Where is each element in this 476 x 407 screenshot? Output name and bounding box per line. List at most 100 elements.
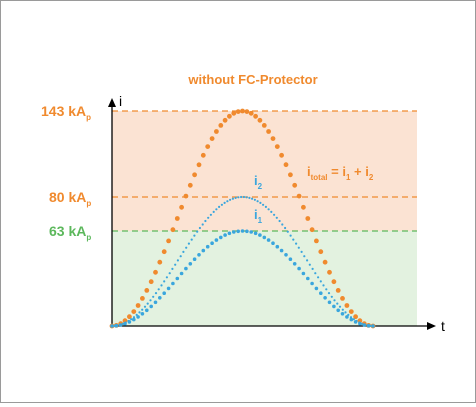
i2-curve-dot [237, 196, 240, 199]
itotal-curve-dot [200, 152, 206, 158]
i2-curve-dot [218, 205, 221, 208]
itotal-curve-dot [301, 204, 306, 210]
itotal-curve-dot [335, 288, 341, 293]
i2-curve-dot [149, 299, 152, 302]
i2-curve-dot [209, 213, 212, 216]
i2-curve-dot [322, 284, 325, 287]
i2-curve-dot [146, 302, 149, 305]
i2-curve-dot [278, 219, 281, 223]
i1-curve-dot [306, 276, 310, 281]
i1-curve-dot [201, 248, 206, 253]
itotal-curve-dot [179, 204, 185, 210]
itotal-curve-dot [166, 238, 172, 244]
i2-curve-dot [284, 226, 287, 230]
i1-curve-dot [249, 230, 253, 234]
itotal-curve-dot [331, 279, 337, 285]
i2-curve-dot [157, 288, 160, 291]
i1-curve-dot [258, 233, 262, 237]
i2-curve-dot [179, 255, 182, 258]
i1-curve-dot [114, 323, 119, 328]
label-itotal: itotal = i1 + i2 [307, 164, 374, 182]
i1-curve-dot [288, 257, 293, 262]
i2-curve-dot [264, 205, 267, 208]
itotal-curve-dot [170, 227, 176, 233]
i2-curve-dot [242, 195, 245, 199]
i2-curve-dot [152, 295, 155, 298]
i1-curve-dot [166, 286, 171, 291]
itotal-curve-dot [222, 117, 228, 123]
i2-curve-dot [138, 311, 141, 314]
i2-curve-dot [297, 246, 300, 249]
i2-curve-dot [204, 219, 207, 223]
i2-curve-dot [245, 196, 248, 199]
i1-curve-dot [188, 262, 193, 266]
i2-curve-dot [248, 196, 251, 199]
i2-curve-dot [223, 201, 226, 204]
itotal-curve-dot [353, 314, 358, 320]
itotal-curve-dot [235, 109, 241, 114]
i2-curve-dot [325, 288, 328, 291]
itotal-curve-dot [296, 193, 302, 199]
i2-curve-dot [190, 238, 193, 241]
i2-curve-dot [295, 242, 298, 245]
i2-curve-dot [336, 302, 339, 305]
i1-curve-dot [227, 231, 232, 236]
i2-curve-dot [273, 213, 276, 216]
i2-curve-dot [270, 210, 273, 213]
i1-curve-dot [236, 229, 240, 234]
i2-curve-dot [344, 311, 347, 314]
itotal-curve-dot [187, 182, 193, 188]
i2-curve-dot [352, 318, 355, 321]
i2-curve-dot [141, 308, 144, 311]
i1-curve-dot [284, 253, 288, 257]
itotal-curve-dot [292, 182, 298, 188]
i2-curve-dot [314, 272, 317, 275]
itotal-curve-dot [153, 269, 158, 275]
i1-curve-dot [271, 241, 275, 245]
i1-curve-dot [362, 323, 367, 327]
i1-curve-dot [123, 321, 127, 326]
itotal-curve-dot [126, 314, 132, 320]
i2-curve-dot [317, 276, 320, 279]
i1-curve-dot [210, 241, 214, 245]
itotal-curve-dot [340, 296, 345, 301]
itotal-curve-dot [253, 113, 258, 119]
i1-curve-dot [162, 291, 166, 296]
i2-curve-dot [171, 267, 174, 270]
i1-curve-dot [171, 281, 175, 286]
itotal-curve-dot [274, 144, 280, 150]
i1-curve-dot [332, 304, 336, 309]
itotal-curve-dot [157, 259, 163, 265]
itotal-curve-dot [344, 303, 350, 308]
i2-curve-dot [338, 305, 342, 308]
i1-curve-dot [232, 230, 236, 234]
i1-curve-dot [223, 233, 227, 237]
itotal-curve-dot [270, 136, 276, 142]
i1-curve-dot [149, 304, 153, 309]
orange-zone [112, 111, 417, 231]
i1-curve-dot [132, 317, 136, 322]
itotal-curve-dot [288, 172, 293, 178]
i2-curve-dot [330, 295, 333, 298]
i1-curve-dot [366, 323, 371, 328]
i1-curve-dot [184, 266, 188, 271]
i1-curve-dot [319, 291, 323, 296]
itotal-curve-dot [248, 110, 254, 116]
i2-curve-dot [308, 263, 311, 266]
i1-curve-dot [301, 271, 306, 276]
itotal-curve-dot [205, 144, 211, 150]
i2-curve-dot [130, 318, 133, 321]
i2-curve-dot [256, 200, 259, 203]
i1-curve-dot [345, 315, 349, 319]
itotal-curve-dot [322, 259, 328, 265]
i2-curve-dot [251, 197, 254, 200]
i1-curve-dot [310, 281, 314, 286]
i1-curve-dot [245, 229, 249, 234]
i2-curve-dot [306, 259, 309, 262]
y-axis-arrow [108, 98, 116, 107]
i2-curve-dot [163, 280, 166, 283]
itotal-curve-dot [144, 288, 150, 293]
level-label-80: 80 kAp [49, 189, 91, 208]
